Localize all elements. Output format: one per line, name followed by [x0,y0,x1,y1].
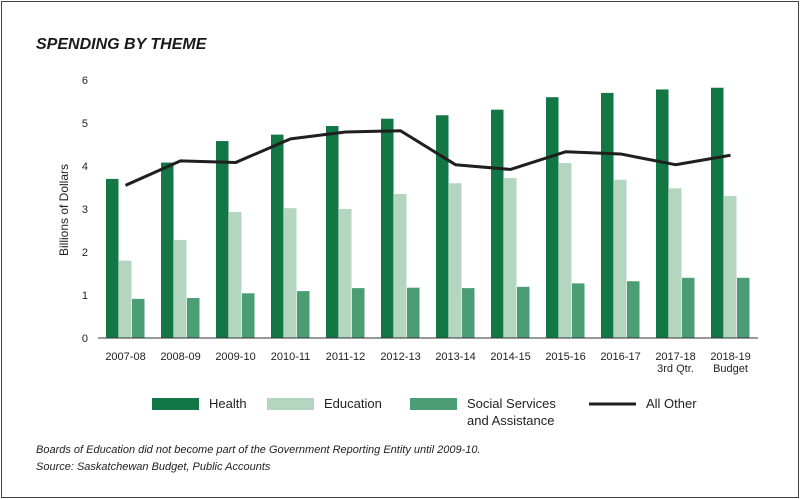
legend-label-social-services-and-assistance: and Assistance [467,413,554,428]
bar-health [491,109,504,338]
y-tick-label: 4 [82,161,88,173]
bar-social-services-and-assistance [517,286,530,338]
bar-social-services-and-assistance [407,287,420,338]
bar-social-services-and-assistance [187,298,200,338]
x-tick-label: 2018-19 [710,351,750,363]
bar-health [546,97,559,338]
bar-education [724,196,737,338]
legend: Health Education Social Services and Assist… [152,396,697,428]
y-tick-label: 2 [82,247,88,259]
y-tick-label: 0 [82,333,88,345]
legend-swatch-health [152,398,199,410]
bar-education [559,162,572,338]
x-tick-label: 2014-15 [490,351,530,363]
bar-health [601,92,614,339]
bar-health [216,141,229,338]
bar-education [174,239,187,338]
bar-social-services-and-assistance [682,277,695,338]
x-tick-label: 2013-14 [435,351,475,363]
legend-label-health: Health [209,396,247,411]
bar-education [284,208,297,338]
x-tick-label: 2011-12 [326,351,366,363]
x-tick-label: 2008-09 [160,351,200,363]
bar-education [504,178,517,338]
bar-social-services-and-assistance [572,283,585,338]
bar-health [381,118,394,338]
footnote: Source: Saskatchewan Budget, Public Acco… [36,461,271,473]
legend-swatch-social-services-and-assistance [410,398,457,410]
legend-swatch-education [267,398,314,410]
bar-education [229,212,242,338]
bar-social-services-and-assistance [132,298,145,338]
x-tick-label: 2017-18 [655,351,695,363]
bar-social-services-and-assistance [737,277,750,338]
bar-health [326,126,339,338]
bar-social-services-and-assistance [242,293,255,338]
line-all-other [124,129,731,187]
chart-title: SPENDING BY THEME [36,36,208,53]
bar-education [614,179,627,338]
x-tick-label: 2007-08 [105,351,145,363]
y-tick-label: 3 [82,204,88,216]
legend-label-education: Education [324,396,382,411]
bar-health [436,115,449,338]
bar-health [711,87,724,339]
bar-health [106,178,119,338]
footnotes: Boards of Education did not become part … [36,444,481,473]
bar-health [656,89,669,339]
bars-group [106,87,750,339]
bar-education [119,260,132,338]
all-other-line-group [124,129,731,187]
x-tick-label: 3rd Qtr. [657,363,694,375]
bar-education [339,209,352,338]
y-tick-label: 1 [82,290,88,302]
bar-education [449,183,462,338]
bar-health [161,162,174,338]
x-tick-label: 2015-16 [545,351,585,363]
bar-health [271,134,284,338]
bar-education [394,193,407,338]
y-axis-ticks: 0 1 2 3 4 5 6 [82,75,88,345]
footnote: Boards of Education did not become part … [36,444,481,456]
y-tick-label: 6 [82,75,88,87]
bar-social-services-and-assistance [352,288,365,338]
y-axis-label: Billions of Dollars [57,164,71,256]
legend-label-all-other: All Other [646,396,697,411]
bar-social-services-and-assistance [627,281,640,338]
x-tick-label: 2012-13 [380,351,420,363]
bar-social-services-and-assistance [462,288,475,338]
x-tick-label: 2010-11 [271,351,311,363]
bar-education [669,188,682,338]
x-tick-label: Budget [713,363,748,375]
x-tick-label: 2009-10 [215,351,255,363]
x-axis-ticks: 2007-08 2008-09 2009-10 2010-11 2011-12 2012-… [105,351,750,375]
y-tick-label: 5 [82,118,88,130]
x-tick-label: 2016-17 [600,351,640,363]
bar-social-services-and-assistance [297,291,310,338]
legend-label-social-services-and-assistance: Social Services [467,396,556,411]
